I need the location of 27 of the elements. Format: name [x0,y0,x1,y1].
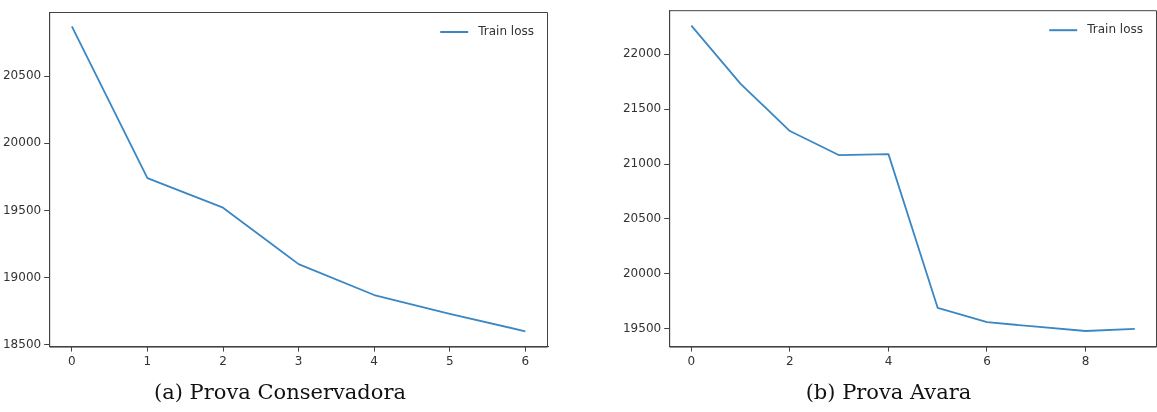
text: (b) Prova Avara [804,380,973,404]
legend-label: Train loss [1086,22,1144,37]
y-tick-label: 19500 [622,320,662,335]
text: (a) Prova Conservadora [153,380,407,404]
y-tick-label: 21000 [622,156,662,171]
y-tick-label: 19000 [2,269,42,284]
y-tick-label: 20500 [622,211,662,226]
y-tick-label: 18500 [2,336,42,351]
y-tick-label: 20500 [2,68,42,83]
x-tick-label: 6 [983,353,991,368]
x-tick-label: 8 [1081,353,1090,368]
x-tick-label: 5 [445,353,454,368]
x-tick-label: 0 [68,353,76,368]
y-tick-label: 20000 [622,266,662,280]
x-tick-label: 4 [884,353,893,368]
x-tick-label: 0 [687,353,696,368]
x-tick-label: 6 [521,353,530,368]
x-tick-label: 3 [294,353,303,368]
x-tick-label: 4 [370,353,378,368]
y-tick-label: 22000 [622,46,662,61]
legend-label: Train loss [477,24,535,39]
x-tick-label: 2 [786,353,794,368]
y-tick-label: 21500 [622,101,662,116]
y-tick-label: 20000 [2,135,42,150]
x-tick-label: 1 [143,353,152,368]
x-tick-label: 2 [219,353,227,368]
y-tick-label: 19500 [2,202,42,217]
